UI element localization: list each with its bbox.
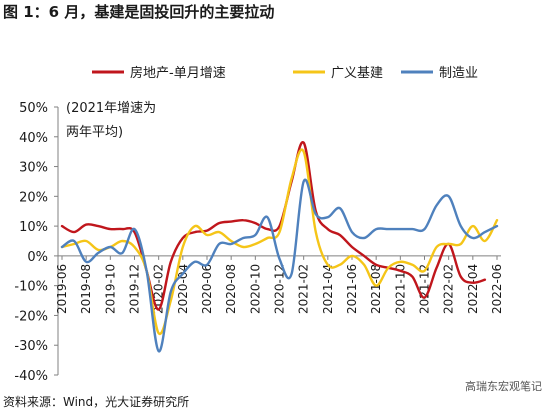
y-tick-label: 0% [27, 250, 48, 265]
x-tick-label: 2019-10 [103, 264, 117, 314]
legend-item-real-estate: 房地产-单月增速 [92, 65, 226, 81]
x-tick-label: 2021-08 [369, 264, 383, 314]
x-tick-label: 2020-12 [273, 264, 287, 314]
y-tick-label: 10% [19, 220, 48, 235]
y-tick-label: -30% [14, 339, 48, 354]
infrastructure-series-line [60, 148, 499, 336]
legend-label: 制造业 [439, 66, 478, 81]
x-tick-label: 2021-10 [393, 264, 407, 314]
x-tick-label: 2022-04 [466, 264, 480, 314]
series-layer [60, 141, 499, 353]
x-tick-label: 2021-12 [418, 264, 432, 314]
x-tick-label: 2020-10 [248, 264, 262, 314]
annotation-line: 两年平均) [66, 125, 123, 140]
y-tick-label: 30% [19, 161, 48, 176]
real-estate-series-line [60, 141, 487, 311]
y-tick-label: 20% [19, 190, 48, 205]
source-note: 资料来源：Wind，光大证券研究所 [3, 395, 190, 409]
watermark-text: 高瑞东宏观笔记 [465, 380, 542, 393]
chart-legend: 房地产-单月增速 广义基建 制造业 [92, 65, 478, 81]
y-tick-label: 50% [19, 101, 48, 116]
x-axis: 2019-06 2019-08 2019-10 2019-12 2020-02 2020-… [55, 255, 504, 314]
x-tick-label: 2021-04 [321, 264, 335, 314]
y-tick-label: -20% [14, 309, 48, 324]
x-tick-label: 2019-06 [55, 264, 69, 314]
x-tick-label: 2019-08 [79, 264, 93, 314]
manufacturing-series-line [60, 178, 499, 353]
y-tick-label: 40% [19, 131, 48, 146]
legend-item-infrastructure: 广义基建 [293, 66, 383, 81]
chart-title: 图 1：6 月，基建是固投回升的主要拉动 [3, 3, 275, 21]
y-tick-label: -40% [14, 369, 48, 384]
x-tick-label: 2020-06 [200, 264, 214, 314]
y-tick-label: -10% [14, 280, 48, 295]
legend-label: 房地产-单月增速 [130, 65, 226, 81]
annotation-line: (2021年增速为 [66, 101, 156, 116]
x-tick-label: 2019-12 [128, 264, 142, 314]
y-axis: 50% 40% 30% 20% 10% 0% -10% -20% -30% -40% [14, 101, 59, 384]
x-tick-label: 2020-08 [224, 264, 238, 314]
x-tick-label: 2022-06 [490, 264, 504, 314]
x-tick-label: 2022-02 [442, 264, 456, 314]
x-tick-label: 2021-02 [297, 264, 311, 314]
x-tick-label: 2021-06 [345, 264, 359, 314]
legend-label: 广义基建 [331, 66, 383, 81]
legend-item-manufacturing: 制造业 [401, 66, 478, 81]
